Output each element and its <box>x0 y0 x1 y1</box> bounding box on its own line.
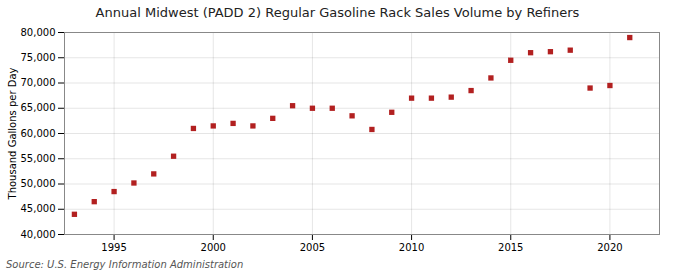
svg-text:65,000: 65,000 <box>21 102 56 113</box>
svg-text:2005: 2005 <box>300 242 325 253</box>
svg-text:2020: 2020 <box>597 242 622 253</box>
svg-text:2015: 2015 <box>498 242 523 253</box>
svg-text:Thousand Gallons per Day: Thousand Gallons per Day <box>7 67 18 200</box>
svg-text:2010: 2010 <box>399 242 424 253</box>
svg-text:60,000: 60,000 <box>21 128 56 139</box>
svg-text:1995: 1995 <box>101 242 126 253</box>
svg-text:70,000: 70,000 <box>21 77 56 88</box>
svg-text:50,000: 50,000 <box>21 178 56 189</box>
html-text:Source: U.S. Energy Informatio: Source: U.S. Energy Information Administ… <box>6 259 244 270</box>
svg-text:75,000: 75,000 <box>21 52 56 63</box>
svg-text:40,000: 40,000 <box>21 229 56 240</box>
svg-text:55,000: 55,000 <box>21 153 56 164</box>
svg-text:80,000: 80,000 <box>21 27 56 38</box>
html-text:Annual Midwest (PADD 2) Regula: Annual Midwest (PADD 2) Regular Gasoline… <box>95 5 580 20</box>
svg-text:45,000: 45,000 <box>21 203 56 214</box>
svg-text:2000: 2000 <box>201 242 226 253</box>
